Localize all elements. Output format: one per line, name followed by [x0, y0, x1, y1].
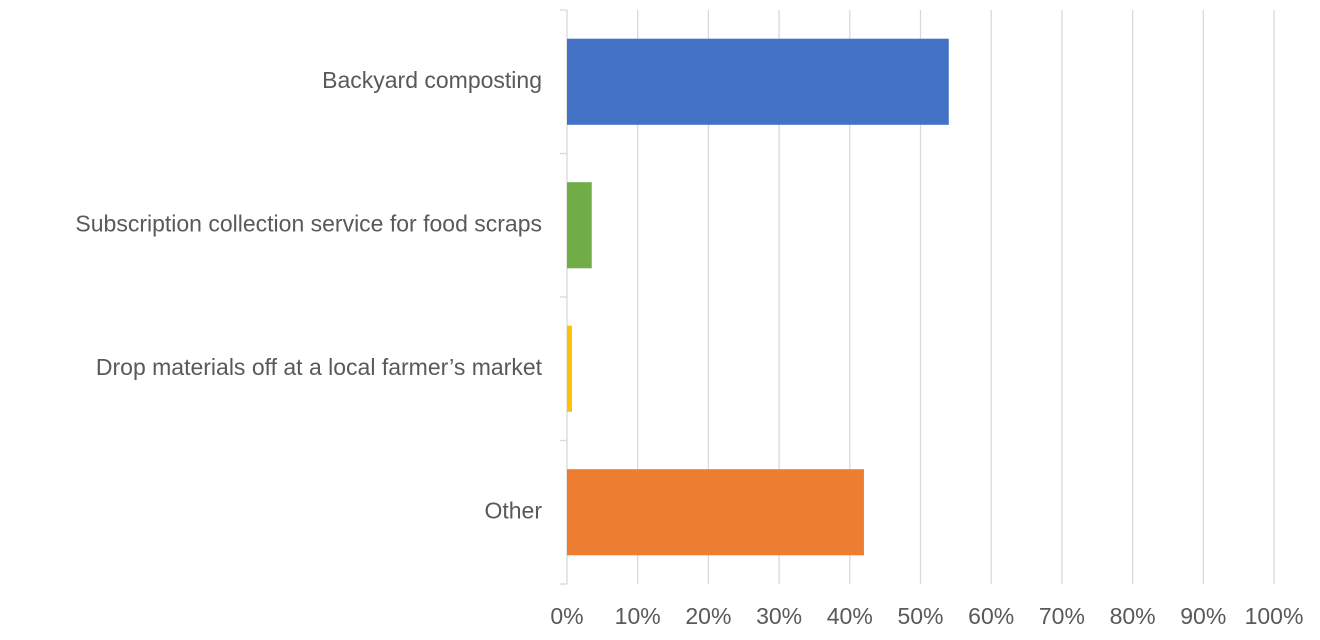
x-tick-label: 20%	[685, 603, 731, 629]
category-axis	[560, 9, 568, 585]
bars	[567, 38, 949, 556]
category-label: Drop materials off at a local farmer’s m…	[96, 354, 543, 380]
x-tick-label: 70%	[1039, 603, 1085, 629]
bar	[567, 182, 592, 269]
x-tick-label: 40%	[827, 603, 873, 629]
category-label: Backyard composting	[322, 67, 542, 93]
category-labels: Backyard composting Subscription collecti…	[75, 67, 542, 524]
x-tick-label: 50%	[897, 603, 943, 629]
bar	[567, 469, 864, 556]
bar	[567, 325, 572, 412]
x-tick-label: 30%	[756, 603, 802, 629]
bar	[567, 38, 949, 125]
tick-labels: 0% 10% 20% 30% 40% 50% 60% 70% 80% 90% 100%	[550, 603, 1303, 629]
x-tick-label: 0%	[550, 603, 583, 629]
x-tick-label: 60%	[968, 603, 1014, 629]
x-tick-label: 80%	[1110, 603, 1156, 629]
x-tick-label: 10%	[615, 603, 661, 629]
x-tick-label: 90%	[1180, 603, 1226, 629]
category-label: Subscription collection service for food…	[75, 210, 542, 236]
x-tick-label: 100%	[1245, 603, 1304, 629]
category-label: Other	[484, 497, 542, 523]
